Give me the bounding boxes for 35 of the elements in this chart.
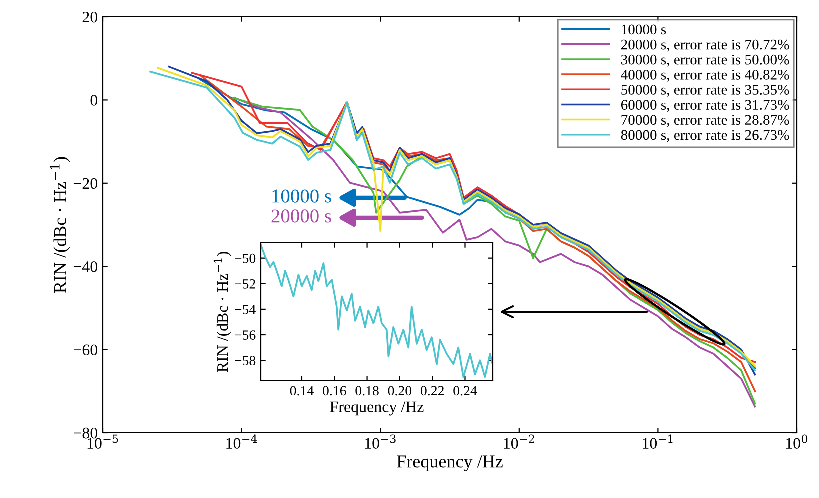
legend-label: 10000 s	[622, 24, 666, 35]
legend-label: 80000 s, error rate is 26.73%	[621, 130, 790, 142]
legend-label: 60000 s, error rate is 31.73%	[621, 100, 790, 112]
y-tick-label: −52	[235, 280, 256, 289]
legend-label: 30000 s, error rate is 50.00%	[622, 54, 790, 67]
x-tick-label: 0.22	[420, 386, 444, 396]
annotation: 20000 s	[272, 210, 332, 223]
x-tick-label: 0.14	[290, 386, 314, 396]
legend-label: 20000 s, error rate is 70.72%	[621, 40, 790, 52]
y-tick-label: 20	[82, 12, 98, 23]
x-tick-label: 0.16	[323, 386, 346, 396]
y-tick-label: −40	[74, 262, 98, 272]
legend-label: 40000 s, error rate is 40.82%	[621, 70, 790, 82]
legend-label: 50000 s, error rate is 35.35%	[622, 85, 790, 97]
y-tick-label: 0	[90, 95, 98, 106]
x-tick-label: 10$^{−3}$	[365, 434, 396, 449]
x-tick-label: 10$^{0}$	[786, 434, 808, 449]
y-axis-title: RIN /(dBc · Hz$^{−1}$)	[50, 157, 70, 294]
x-tick-label: 10$^{−1}$	[643, 434, 673, 449]
x-tick-label: 0.20	[388, 386, 412, 396]
y-tick-label: −58	[235, 356, 256, 366]
y-tick-label: −56	[235, 330, 256, 340]
y-tick-label: −54	[235, 305, 256, 314]
y-tick-label: −20	[74, 178, 98, 190]
x-tick-label: 0.18	[356, 386, 379, 396]
x-tick-label: 0.24	[454, 386, 478, 396]
y-tick-label: −50	[235, 254, 256, 264]
x-axis-title: Frequency /Hz	[397, 456, 503, 472]
x-axis-title: Frequency /Hz	[330, 402, 424, 416]
y-tick-label: −60	[74, 344, 98, 356]
x-tick-label: 10$^{−2}$	[504, 434, 534, 449]
y-axis-title: RIN /(dBc · Hz$^{−1}$)	[214, 252, 232, 372]
legend-label: 70000 s, error rate is 28.87%	[622, 115, 790, 128]
annotation: 10000 s	[272, 190, 332, 203]
x-tick-label: 10$^{−4}$	[226, 434, 258, 449]
